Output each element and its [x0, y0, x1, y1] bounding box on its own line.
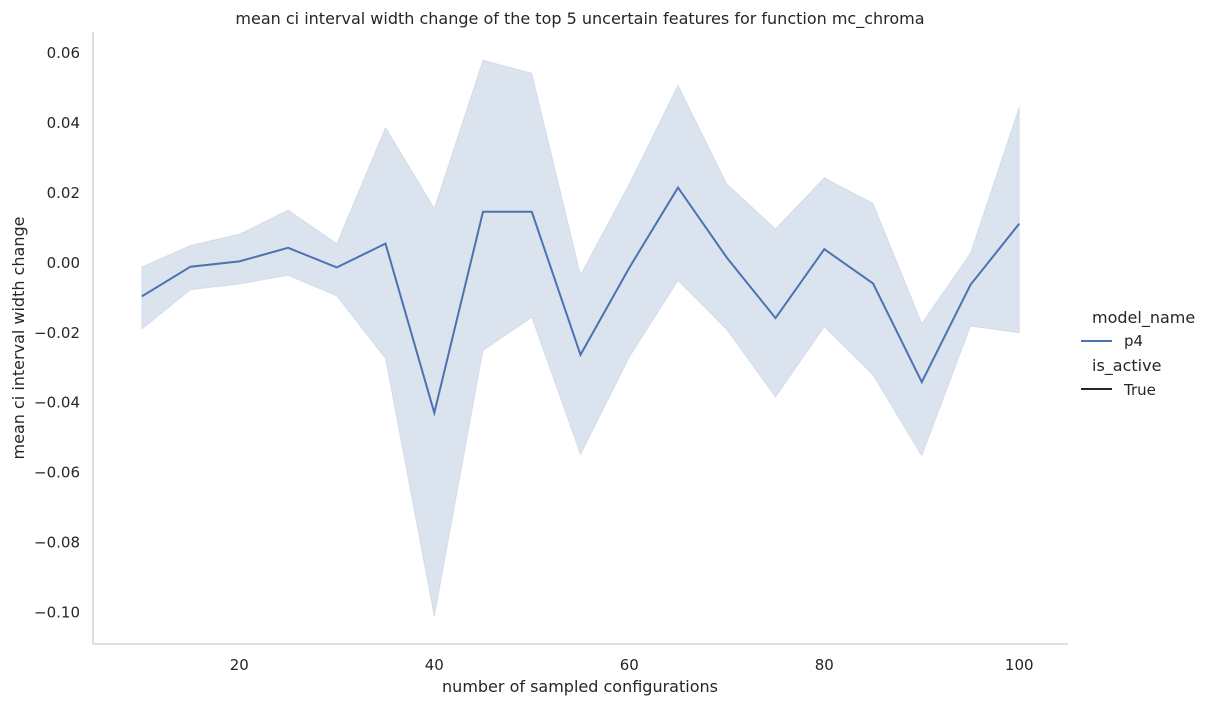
x-axis-ticks: 20 40 60 80 100: [230, 656, 1034, 674]
y-tick-label: 0.04: [47, 114, 80, 132]
legend-entry-true: True: [1123, 381, 1156, 399]
x-axis-label: number of sampled configurations: [442, 677, 718, 696]
legend-style-title: is_active: [1092, 356, 1161, 376]
y-tick-label: −0.08: [34, 534, 80, 552]
legend-entry-p4: p4: [1124, 332, 1143, 350]
confidence-band: [141, 59, 1020, 617]
x-tick-label: 60: [620, 656, 639, 674]
x-tick-label: 20: [230, 656, 249, 674]
legend-hue-title: model_name: [1092, 308, 1195, 328]
x-tick-label: 40: [425, 656, 444, 674]
y-tick-label: 0.06: [47, 44, 80, 62]
y-tick-label: 0.00: [47, 254, 80, 272]
y-axis-ticks: 0.06 0.04 0.02 0.00 −0.02 −0.04 −0.06 −0.08 −0.1…: [34, 44, 80, 622]
x-tick-label: 80: [815, 656, 834, 674]
x-tick-label: 100: [1005, 656, 1034, 674]
y-tick-label: 0.02: [47, 184, 80, 202]
y-tick-label: −0.04: [34, 394, 80, 412]
y-tick-label: −0.02: [34, 324, 80, 342]
y-tick-label: −0.10: [34, 604, 80, 622]
series-line-p4: [141, 185, 1021, 417]
legend: model_name p4 is_active True: [1081, 308, 1195, 399]
y-axis-label: mean ci interval width change: [9, 217, 28, 460]
y-tick-label: −0.06: [34, 464, 80, 482]
plot-area: [141, 59, 1021, 617]
chart-title: mean ci interval width change of the top…: [235, 9, 924, 29]
